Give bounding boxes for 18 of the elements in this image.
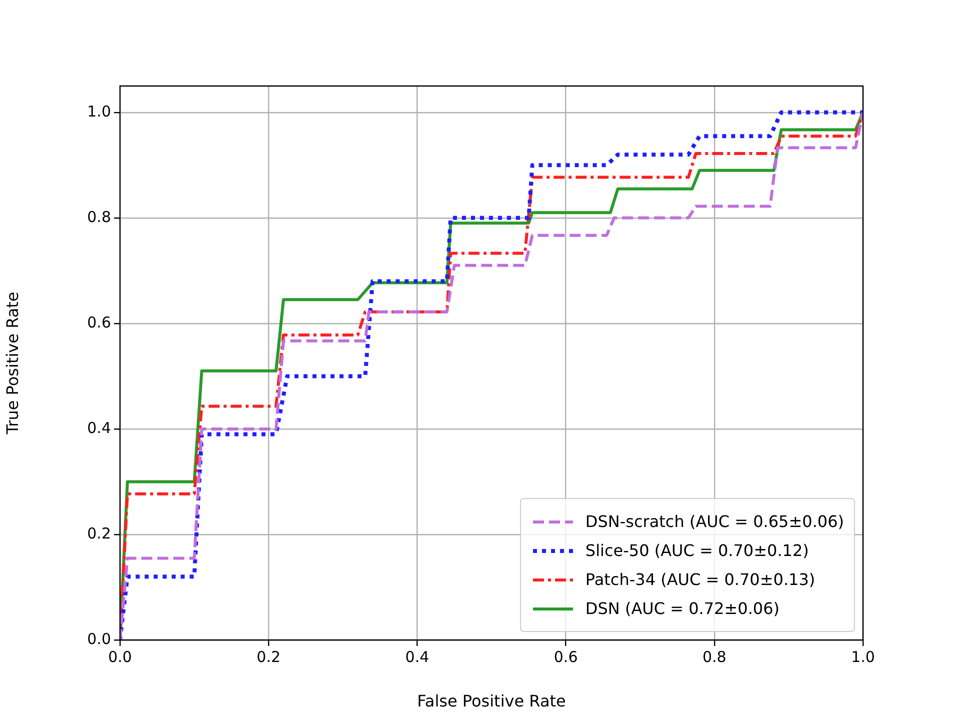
- x-tick-label: 1.0: [851, 648, 875, 666]
- legend-label: Patch-34 (AUC = 0.70±0.13): [585, 570, 816, 589]
- x-tick-label: 0.4: [405, 648, 430, 666]
- y-tick-label: 0.0: [87, 630, 111, 648]
- x-tick-label: 0.0: [108, 648, 132, 666]
- x-axis-title: False Positive Rate: [417, 692, 566, 711]
- x-tick-label: 0.2: [256, 648, 281, 666]
- legend-label: Slice-50 (AUC = 0.70±0.12): [585, 541, 809, 560]
- legend-label: DSN (AUC = 0.72±0.06): [585, 599, 780, 618]
- y-tick-label: 0.8: [87, 208, 111, 226]
- y-tick-label: 0.6: [87, 313, 111, 332]
- y-tick-label: 1.0: [87, 102, 111, 120]
- y-axis-title: True Positive Rate: [2, 292, 22, 436]
- y-tick-label: 0.2: [87, 524, 111, 542]
- y-tick-label: 0.4: [87, 418, 111, 437]
- x-tick-label: 0.8: [702, 648, 726, 666]
- x-tick-label: 0.6: [554, 648, 578, 666]
- legend-label: DSN-scratch (AUC = 0.65±0.06): [585, 512, 844, 531]
